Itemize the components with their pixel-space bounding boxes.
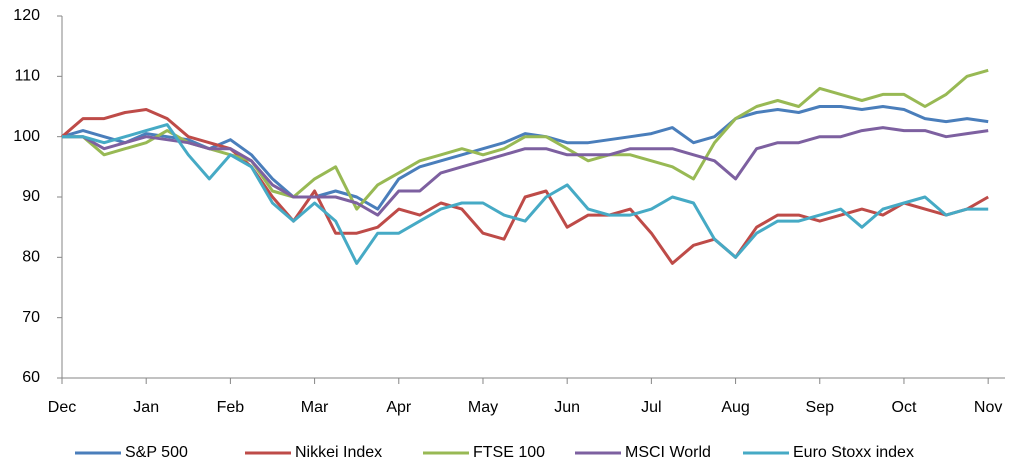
- y-tick-label: 90: [22, 188, 40, 205]
- y-tick-label: 100: [13, 128, 40, 145]
- legend-label: Nikkei Index: [295, 444, 382, 461]
- x-tick-label: Nov: [974, 399, 1002, 416]
- legend-label: MSCI World: [625, 444, 711, 461]
- x-tick-label: Sep: [806, 399, 835, 416]
- x-tick-label: Mar: [301, 399, 329, 416]
- x-tick-label: Feb: [217, 399, 245, 416]
- series-line: [62, 123, 989, 265]
- legend-label: S&P 500: [125, 444, 188, 461]
- series-line: [62, 68, 989, 211]
- y-tick-label: 70: [22, 309, 40, 326]
- y-tick-label: 60: [22, 369, 40, 386]
- y-tick-label: 80: [22, 249, 40, 266]
- series-line: [61, 105, 989, 211]
- legend-label: FTSE 100: [473, 444, 545, 461]
- y-tick-label: 110: [14, 68, 40, 85]
- series-line: [62, 126, 989, 217]
- x-tick-label: Jun: [554, 399, 580, 416]
- x-tick-label: Dec: [48, 399, 76, 416]
- y-tick-label: 120: [13, 7, 40, 24]
- x-tick-label: May: [468, 399, 498, 416]
- x-tick-label: Aug: [721, 399, 749, 416]
- x-tick-label: Jul: [641, 399, 661, 416]
- series-line: [61, 108, 989, 265]
- legend-label: Euro Stoxx index: [793, 444, 914, 461]
- x-tick-label: Oct: [892, 399, 917, 416]
- x-tick-label: Jan: [133, 399, 159, 416]
- x-tick-label: Apr: [386, 399, 412, 416]
